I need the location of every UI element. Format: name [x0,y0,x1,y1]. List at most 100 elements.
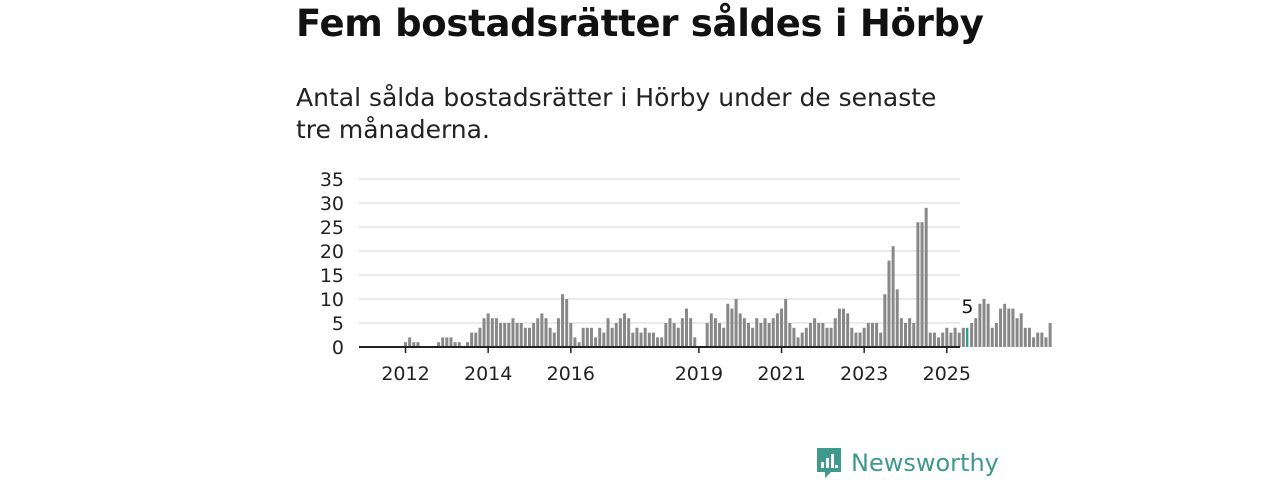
bar [746,323,750,347]
bar [503,323,507,347]
bar [1023,327,1027,347]
bar [904,323,907,347]
x-tick-label: 2021 [757,363,805,385]
x-tick-label: 2025 [923,363,971,385]
bar [1011,308,1015,347]
bar [565,299,569,347]
bar [643,327,647,347]
bar [606,318,610,347]
bar [718,323,722,347]
chart-title: Fem bostadsrätter såldes i Hörby [296,2,984,45]
bar [751,327,755,347]
bar [470,332,474,347]
bar [437,342,441,347]
bar [784,299,788,347]
bar [556,318,560,347]
bar [466,342,470,347]
y-tick-label: 0 [332,337,344,359]
bars [404,207,1052,347]
bar [978,303,982,347]
bar [755,318,759,347]
bar [899,318,903,347]
bar [1015,318,1019,347]
y-tick-label: 30 [320,193,344,215]
bar [635,327,639,347]
bar [544,318,548,347]
bar [490,318,494,347]
bar [999,308,1003,347]
bar [788,323,792,347]
bar [730,308,734,347]
bar [908,318,912,347]
bar [523,327,527,347]
bar [982,299,986,347]
bar [775,313,779,347]
bar [1027,327,1031,347]
y-tick-label: 10 [320,289,344,311]
bar [573,337,577,347]
bar [800,332,804,347]
bar [837,308,841,347]
bar [829,327,833,347]
bar [912,323,916,347]
bar [713,318,717,347]
x-axis-ticks: 2012 2014 2016 2019 2021 2023 2025 [381,347,971,385]
gridlines [359,178,960,324]
bar [970,323,974,347]
bar [651,332,655,347]
bar [532,323,536,347]
bar [664,323,668,347]
bar [759,323,763,347]
y-tick-label: 15 [320,265,344,287]
bar [817,323,821,347]
bar [660,337,664,347]
bar [842,308,846,347]
bar [722,327,726,347]
bar [920,222,924,347]
bar [705,323,709,347]
x-tick-label: 2019 [675,363,723,385]
bar [1003,303,1007,347]
bar [957,332,961,347]
bar [676,327,680,347]
bar [494,318,498,347]
bar [949,332,953,347]
bar [457,342,461,347]
bar [412,342,416,347]
bar [519,323,523,347]
bar [445,337,449,347]
bar [602,332,606,347]
bar [796,337,800,347]
bar [499,323,503,347]
bar [808,323,812,347]
bar [825,327,829,347]
bar [689,318,693,347]
bar [589,327,593,347]
bar [986,303,990,347]
bar [928,332,932,347]
x-tick-label: 2016 [547,363,595,385]
bar [742,318,746,347]
bar [932,332,936,347]
bar [821,323,825,347]
bar [668,318,672,347]
bar [854,332,858,347]
bar [631,332,635,347]
bar [850,327,854,347]
chart-subtitle: Antal sålda bostadsrätter i Hörby under … [296,83,937,144]
y-tick-label: 20 [320,241,344,263]
bar [1044,337,1048,347]
bar [709,313,713,347]
bar [1032,337,1036,347]
brand-logo: Newsworthy [815,446,999,480]
y-tick-label: 5 [332,313,344,335]
bar [887,260,891,347]
bar [862,327,866,347]
bar [767,323,771,347]
bar [974,318,978,347]
bar [627,318,631,347]
bar [515,323,519,347]
bar [763,318,767,347]
bar [561,294,565,347]
